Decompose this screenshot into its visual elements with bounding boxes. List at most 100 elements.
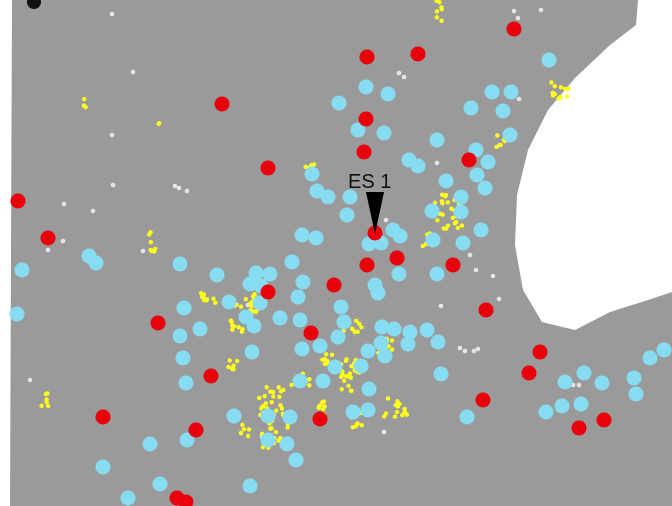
red-site-marker <box>326 277 342 293</box>
yellow-point <box>226 364 231 370</box>
yellow-point <box>494 144 499 150</box>
cyan-site-marker <box>429 132 445 148</box>
yellow-point <box>274 408 279 413</box>
yellow-point <box>257 395 262 401</box>
cyan-site-marker <box>176 300 192 316</box>
red-site-marker <box>10 193 26 209</box>
white-point <box>473 267 479 273</box>
yellow-point <box>264 385 269 390</box>
red-site-marker <box>150 315 166 331</box>
cyan-site-marker <box>282 409 298 425</box>
yellow-point <box>321 399 327 404</box>
yellow-point <box>402 410 408 415</box>
yellow-point <box>437 0 442 5</box>
corner-marker <box>27 0 41 9</box>
yellow-point <box>339 372 345 377</box>
red-site-marker <box>203 368 219 384</box>
cyan-site-marker <box>463 100 479 116</box>
white-point <box>538 7 544 13</box>
white-point <box>475 346 481 352</box>
yellow-point <box>231 363 236 368</box>
yellow-point <box>343 373 349 379</box>
yellow-point <box>552 91 557 97</box>
yellow-point <box>443 226 449 231</box>
cyan-site-marker <box>88 255 104 271</box>
yellow-point <box>253 309 259 315</box>
white-point <box>60 238 66 244</box>
yellow-point <box>269 400 274 405</box>
yellow-point <box>263 401 269 406</box>
white-point <box>396 70 402 76</box>
yellow-point <box>252 292 257 297</box>
white-point <box>434 160 440 166</box>
yellow-point <box>400 413 405 418</box>
yellow-point <box>450 215 456 220</box>
red-site-marker <box>356 144 372 160</box>
cyan-site-marker <box>376 125 392 141</box>
cyan-site-marker <box>175 350 191 366</box>
cyan-site-marker <box>656 342 672 358</box>
yellow-point <box>316 405 321 410</box>
cyan-site-marker <box>172 256 188 272</box>
red-site-marker <box>359 49 375 65</box>
white-point <box>110 182 116 188</box>
cyan-site-marker <box>260 408 276 424</box>
cyan-site-marker <box>294 227 310 243</box>
cyan-site-marker <box>272 310 288 326</box>
cyan-site-marker <box>9 306 25 322</box>
red-site-marker <box>358 111 374 127</box>
red-site-marker <box>389 250 405 266</box>
cyan-site-marker <box>358 79 374 95</box>
red-markers-layer <box>10 21 612 506</box>
yellow-point <box>348 375 353 380</box>
white-point <box>438 303 444 309</box>
yellow-point <box>271 394 276 399</box>
cyan-site-marker <box>438 173 454 189</box>
cyan-site-marker <box>221 294 237 310</box>
yellow-point <box>277 394 282 400</box>
yellow-point <box>455 225 461 231</box>
yellow-point <box>498 142 503 148</box>
yellow-point <box>566 86 571 92</box>
yellow-point <box>289 382 294 388</box>
down-arrow-pointer <box>366 192 384 234</box>
yellow-point <box>213 300 218 305</box>
yellow-point <box>434 9 440 14</box>
cyan-site-marker <box>453 204 469 220</box>
yellow-point <box>393 402 398 408</box>
yellow-point <box>322 404 327 409</box>
red-site-marker <box>478 302 494 318</box>
cyan-site-marker <box>480 154 496 170</box>
cyan-site-marker <box>260 432 276 448</box>
yellow-point <box>270 389 276 395</box>
yellow-point <box>434 15 440 20</box>
yellow-point <box>307 383 312 388</box>
cyan-site-marker <box>361 236 377 252</box>
cyan-site-marker <box>252 295 268 311</box>
yellow-point <box>44 397 49 402</box>
yellow-point <box>443 194 448 199</box>
cyan-site-marker <box>370 285 386 301</box>
cyan-site-marker <box>279 436 295 452</box>
cyan-site-marker <box>304 166 320 182</box>
yellow-point <box>359 422 364 428</box>
yellow-point <box>240 422 245 428</box>
red-site-marker <box>506 21 522 37</box>
yellow-point <box>357 321 362 326</box>
yellow-point <box>394 409 400 415</box>
yellow-point <box>389 338 395 343</box>
cyan-site-marker <box>433 366 449 382</box>
yellow-point <box>156 121 162 126</box>
cyan-site-marker <box>320 189 336 205</box>
cyan-site-marker <box>342 189 358 205</box>
yellow-point <box>231 324 237 329</box>
yellow-point <box>329 352 335 358</box>
yellow-point <box>281 387 286 393</box>
white-point <box>490 273 496 279</box>
cyan-site-marker <box>312 338 328 354</box>
yellow-point <box>229 320 234 325</box>
red-site-marker <box>461 152 477 168</box>
white-point <box>471 348 477 354</box>
yellow-point <box>152 246 158 252</box>
